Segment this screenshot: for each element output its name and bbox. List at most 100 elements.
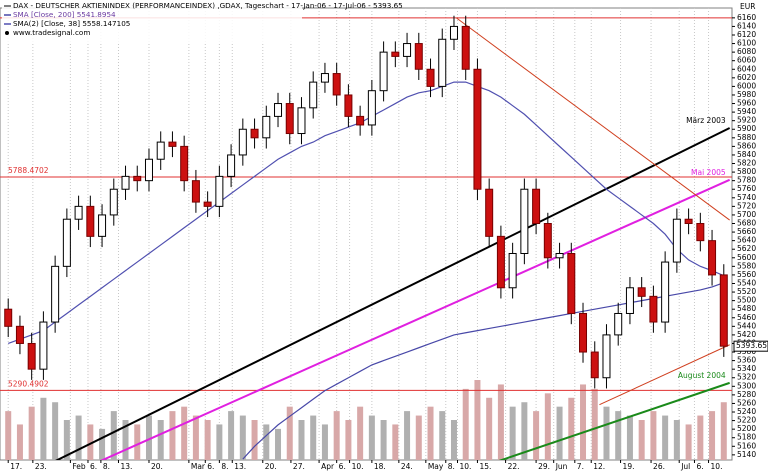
volume-bar (720, 402, 727, 460)
candle-body (297, 107, 306, 135)
y-tick-label: 5280 (737, 390, 756, 399)
volume-bar (638, 420, 645, 460)
volume-bar (368, 415, 375, 460)
y-tick-label: 5200 (737, 424, 756, 433)
candle-body (567, 252, 576, 314)
volume-bar (650, 411, 657, 460)
x-tick-label: Feb (72, 462, 86, 471)
y-tick-label: 5540 (737, 278, 756, 287)
y-tick-label: 5180 (737, 433, 756, 442)
y-tick-label: 5980 (737, 90, 756, 99)
volume-bar (239, 415, 246, 460)
sma-line (242, 282, 724, 460)
volume-bar (181, 406, 188, 460)
y-tick-label: 5320 (737, 373, 756, 382)
x-tick-label: 20. (265, 462, 277, 471)
volume-bar (99, 428, 106, 460)
candle-body (590, 351, 599, 379)
y-tick-label: 6160 (737, 13, 756, 22)
y-tick-label: 6080 (737, 47, 756, 56)
volume-bar (626, 415, 633, 460)
x-tick-label: 8. (448, 462, 455, 471)
candle-body (543, 223, 552, 259)
volume-bar (462, 388, 469, 460)
y-tick-label: 5580 (737, 261, 756, 270)
x-tick-label: 8. (221, 462, 228, 471)
candle-body (203, 201, 212, 207)
candle-body (461, 25, 470, 70)
candle-body (661, 261, 670, 323)
header-bg (2, 2, 302, 42)
volume-bar (251, 420, 258, 460)
x-tick-label: 10. (711, 462, 723, 471)
x-tick-label: 24. (401, 462, 413, 471)
y-tick-label: 5920 (737, 116, 756, 125)
source: www.tradesignal.com (13, 28, 90, 37)
volume-bar (157, 420, 164, 460)
y-tick-label: 5240 (737, 407, 756, 416)
legend-entry: SMA [Close, 200] 5541.8954 (13, 10, 116, 19)
y-unit: EUR (740, 2, 755, 11)
volume-bar (110, 411, 117, 460)
y-tick-label: 5740 (737, 193, 756, 202)
x-tick-label: 10. (460, 462, 472, 471)
y-tick-label: 5140 (737, 450, 756, 459)
volume-bar (615, 411, 622, 460)
h-line-label: 5788.4702 (8, 166, 49, 175)
x-tick-label: 6. (339, 462, 346, 471)
x-tick-label: 12. (593, 462, 605, 471)
candle-body (51, 265, 60, 323)
y-tick-label: 5680 (737, 219, 756, 228)
x-tick-label: 26. (653, 462, 665, 471)
candle-body (708, 240, 717, 276)
volume-bar (591, 388, 598, 460)
x-tick-label: 8. (103, 462, 110, 471)
volume-bar (134, 424, 141, 460)
volume-bar (404, 411, 411, 460)
y-tick-label: 5760 (737, 184, 756, 193)
y-tick-label: 6040 (737, 64, 756, 73)
h-line-label: 5290.4902 (8, 379, 49, 388)
candle-body (637, 287, 646, 297)
x-tick-label: Mar (191, 462, 206, 471)
candle-body (403, 43, 412, 57)
volume-bar (122, 420, 129, 460)
y-tick-label: 5340 (737, 364, 756, 373)
candle-body (191, 180, 200, 203)
y-tick-label: 5800 (737, 167, 756, 176)
y-tick-label: 5660 (737, 227, 756, 236)
x-tick-label: May (428, 462, 444, 471)
candle-body (532, 188, 541, 225)
volume-bar (52, 402, 59, 460)
candle-body (520, 188, 529, 254)
candle-body (356, 115, 365, 126)
candle-body (109, 188, 118, 216)
volume-bar (673, 420, 680, 460)
volume-bar (662, 415, 669, 460)
y-tick-label: 5820 (737, 159, 756, 168)
x-tick-label: 6. (207, 462, 214, 471)
candle-body (614, 312, 623, 336)
candle-body (121, 175, 130, 190)
candle-body (227, 154, 236, 177)
candle-body (262, 115, 271, 139)
volume-bar (63, 420, 70, 460)
candle-body (555, 252, 564, 259)
y-tick-label: 5260 (737, 398, 756, 407)
sma-line (8, 81, 725, 345)
volume-bar (380, 420, 387, 460)
volume-bar (580, 384, 587, 460)
candle-body (579, 312, 588, 353)
y-tick-label: 5300 (737, 381, 756, 390)
candle-body (438, 38, 447, 87)
candle-body (696, 223, 705, 242)
x-tick-label: 7. (577, 462, 584, 471)
candle-body (496, 235, 505, 289)
volume-bar (345, 420, 352, 460)
y-tick-label: 5720 (737, 201, 756, 210)
volume-bar (521, 402, 528, 460)
y-tick-label: 5460 (737, 313, 756, 322)
volume-bar (697, 415, 704, 460)
volume-bar (427, 406, 434, 460)
